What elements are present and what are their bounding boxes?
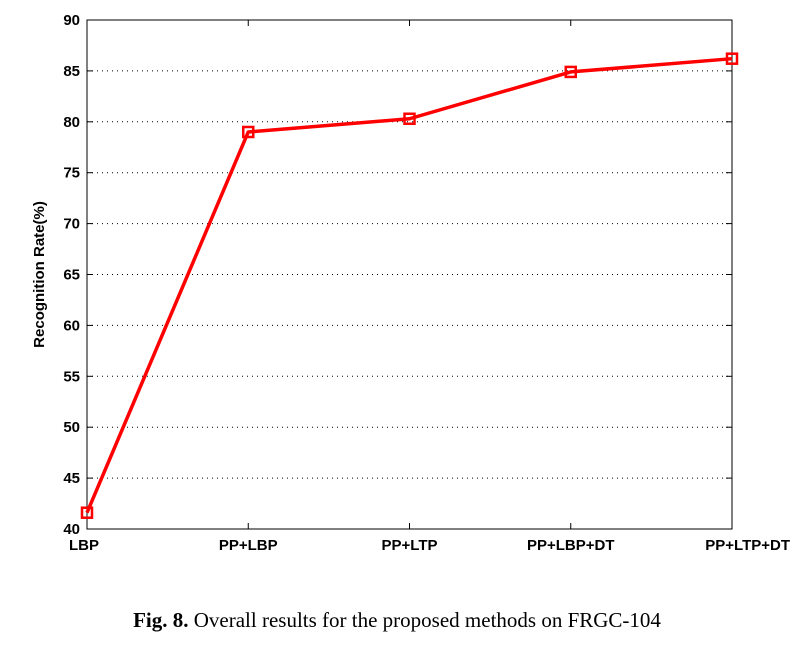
x-tick-label: PP+LBP+DT — [527, 537, 615, 554]
data-point-marker — [403, 112, 416, 125]
grid-lines — [87, 70, 732, 479]
plot-area — [86, 19, 733, 530]
y-tick-label: 85 — [63, 63, 80, 80]
y-tick-label: 70 — [63, 216, 80, 233]
y-axis-label: Recognition Rate(%) — [31, 201, 48, 348]
y-tick-label: 55 — [63, 368, 80, 385]
y-tick-label: 65 — [63, 267, 80, 284]
data-point-marker — [242, 125, 255, 139]
data-point-marker — [725, 52, 739, 65]
series-line — [85, 56, 733, 514]
y-tick-label: 45 — [63, 470, 80, 487]
x-tick-label: PP+LTP — [382, 537, 438, 554]
data-point-marker — [80, 506, 94, 519]
line-chart: 40 45 50 55 60 65 70 75 80 85 90 LBP PP+LBP PP+LTP PP+… — [31, 12, 790, 554]
x-tick-label: PP+LBP — [219, 537, 278, 554]
y-tick-label: 40 — [63, 521, 80, 538]
y-tick-label: 60 — [63, 317, 80, 334]
x-tick-label: LBP — [69, 537, 99, 554]
axis-ticks: 40 45 50 55 60 65 70 75 80 85 90 LBP PP+LBP PP+LTP PP+… — [63, 12, 790, 554]
caption-label: Fig. 8. — [133, 608, 189, 632]
x-tick-label: PP+LTP+DT — [705, 537, 790, 554]
y-tick-label: 50 — [63, 419, 80, 436]
y-tick-label: 75 — [63, 165, 80, 182]
y-tick-label: 90 — [63, 12, 80, 29]
y-tick-label: 80 — [63, 114, 80, 131]
caption-text: Overall results for the proposed methods… — [188, 608, 661, 632]
series-layer — [80, 52, 739, 519]
figure-caption: Fig. 8. Overall results for the proposed… — [0, 608, 794, 633]
data-point-marker — [564, 65, 577, 79]
